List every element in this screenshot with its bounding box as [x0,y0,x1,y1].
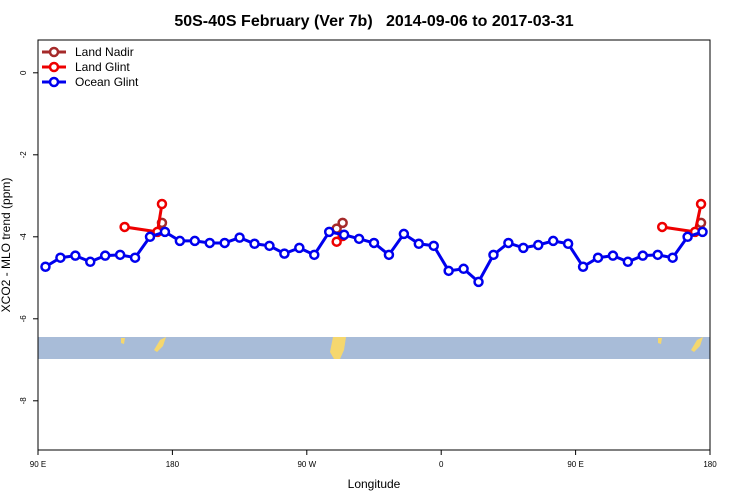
legend-label: Land Nadir [75,45,134,59]
legend-marker [48,61,60,73]
point [338,229,350,240]
point [114,249,126,261]
point [144,231,156,243]
point [219,237,230,249]
point [518,242,529,254]
x-tick-label: 180 [166,460,180,469]
point [294,242,305,254]
point [458,263,469,275]
point [607,250,619,261]
series-line [124,203,703,243]
land-patch [658,338,662,344]
land-patch [330,337,346,359]
y-tick-label: -4 [19,233,28,241]
legend-marker [48,46,60,58]
legend-label: Land Glint [75,60,130,74]
point [413,238,425,250]
point [331,236,342,247]
plot-frame [37,39,711,451]
point [249,238,260,250]
point [99,250,111,261]
y-axis-label: XCO2 - MLO trend (ppm) [0,178,13,313]
point [189,235,201,247]
point [119,221,130,233]
point [70,250,81,261]
point [562,238,574,250]
point [129,252,141,263]
x-axis-label: Longitude [348,477,401,491]
x-tick-label: 90 E [30,460,46,469]
point [159,226,171,238]
point [547,235,559,247]
y-tick-label: -6 [19,315,28,323]
point [353,233,365,245]
point [473,276,484,288]
point [652,249,663,261]
point [577,261,589,272]
point [40,261,51,272]
legend-label: Ocean Glint [75,75,139,89]
land-patch [121,338,125,344]
x-tick-label: 0 [439,460,444,469]
point [368,237,380,249]
point [234,232,245,243]
point [697,226,708,238]
point [279,248,290,259]
x-tick-label: 90 E [567,460,583,469]
point [533,239,544,251]
x-tick-label: 90 W [297,460,316,469]
land-patch [691,337,703,352]
point [337,217,348,229]
point [85,256,96,268]
point [488,249,499,261]
point [682,231,693,243]
point [428,240,439,252]
point [174,235,186,247]
point [443,265,454,277]
series-line [337,223,701,229]
point [622,256,634,268]
point [204,237,215,249]
y-tick-label: 0 [19,70,28,75]
point [637,250,649,261]
point [592,252,604,263]
point [656,221,668,233]
point [667,252,678,263]
point [323,226,335,238]
point [398,228,410,240]
point [309,249,320,261]
point [264,240,275,252]
legend-marker [48,76,60,88]
ocean-band [38,337,710,359]
chart-title: 50S-40S February (Ver 7b) 2014-09-06 to … [174,13,573,30]
land-patch [154,337,166,352]
point [695,198,707,210]
point [156,198,168,210]
y-tick-label: -8 [19,397,28,405]
y-tick-label: -2 [19,151,28,159]
point [55,252,66,263]
x-tick-label: 180 [703,460,717,469]
point [383,249,395,261]
point [503,237,514,249]
map-band [38,337,710,359]
